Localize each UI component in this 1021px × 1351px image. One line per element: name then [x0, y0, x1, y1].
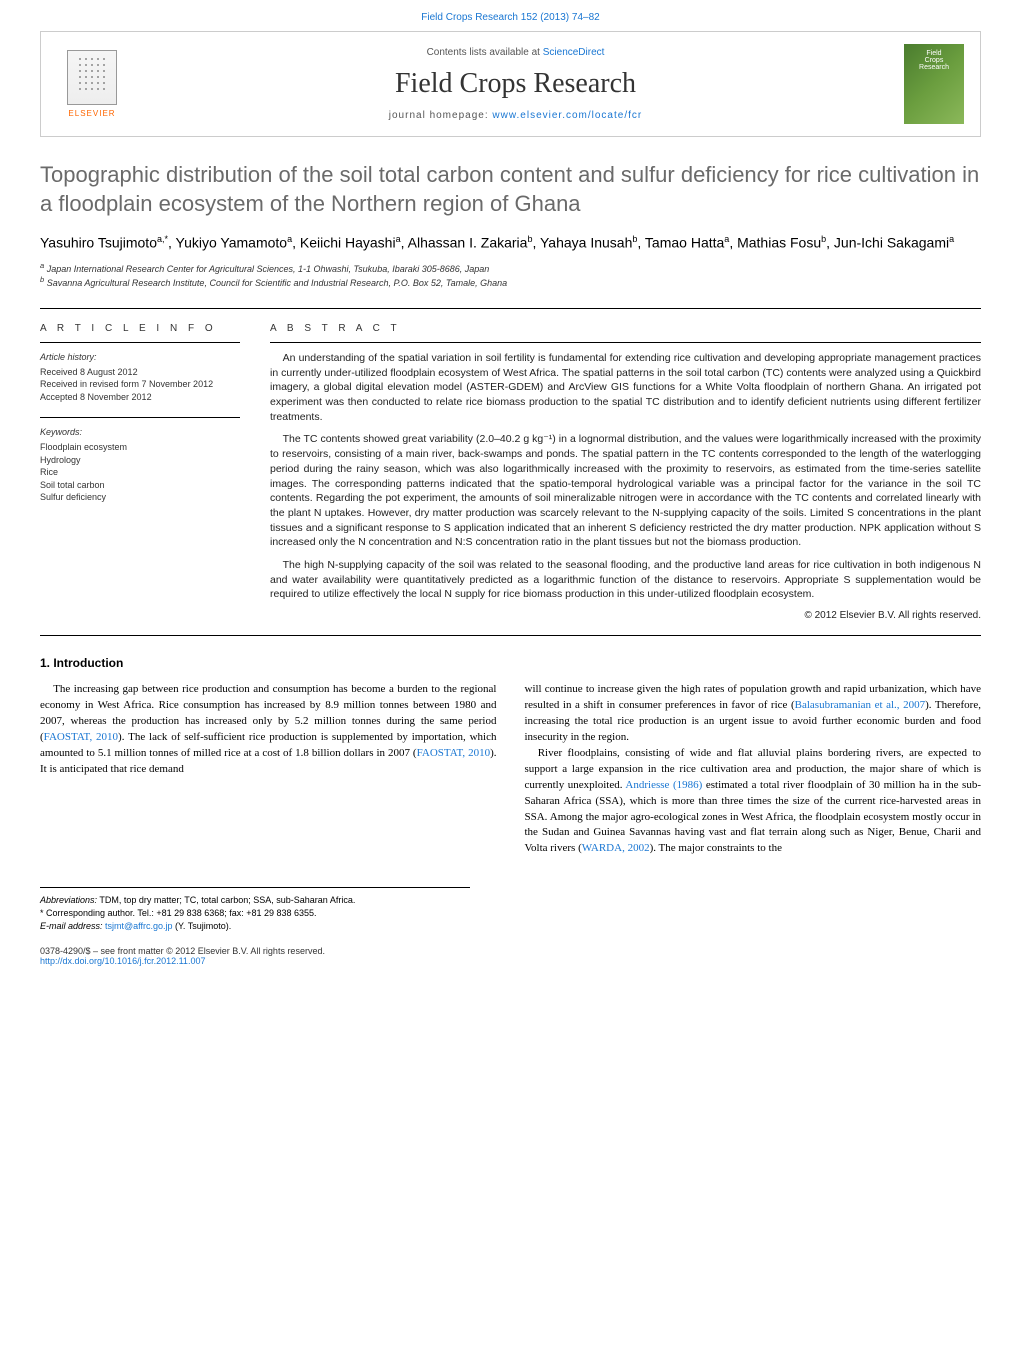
contents-available-line: Contents lists available at ScienceDirec… [127, 47, 904, 58]
body-column-right: will continue to increase given the high… [525, 682, 982, 857]
affiliation-b: b Savanna Agricultural Research Institut… [40, 275, 981, 290]
abstract-paragraph: An understanding of the spatial variatio… [270, 351, 981, 424]
abstract-copyright: © 2012 Elsevier B.V. All rights reserved… [270, 610, 981, 621]
abstract-heading: A B S T R A C T [270, 323, 981, 334]
abstract-column: A B S T R A C T An understanding of the … [270, 323, 981, 621]
elsevier-logo: ELSEVIER [57, 44, 127, 124]
intro-paragraph: The increasing gap between rice producti… [40, 682, 497, 778]
citation-link[interactable]: Balasubramanian et al., 2007 [795, 699, 925, 711]
bottom-meta: 0378-4290/$ – see front matter © 2012 El… [40, 946, 981, 966]
journal-homepage-link[interactable]: www.elsevier.com/locate/fcr [492, 110, 642, 121]
affiliations: a Japan International Research Center fo… [40, 261, 981, 290]
cover-line2: Crops [925, 57, 944, 64]
body-column-left: The increasing gap between rice producti… [40, 682, 497, 857]
abbreviations-line: Abbreviations: TDM, top dry matter; TC, … [40, 894, 470, 907]
history-revised: Received in revised form 7 November 2012 [40, 378, 240, 391]
section-1-heading: 1. Introduction [40, 656, 981, 670]
journal-cover-thumbnail: Field Crops Research [904, 44, 964, 124]
abstract-paragraph: The high N-supplying capacity of the soi… [270, 558, 981, 602]
keywords-block: Keywords: Floodplain ecosystem Hydrology… [40, 426, 240, 504]
corresponding-author-line: * Corresponding author. Tel.: +81 29 838… [40, 907, 470, 920]
history-label: Article history: [40, 351, 240, 364]
citation-link[interactable]: Andriesse (1986) [625, 779, 702, 791]
keyword-item: Hydrology [40, 454, 240, 467]
article-title: Topographic distribution of the soil tot… [40, 161, 981, 218]
journal-title: Field Crops Research [127, 68, 904, 100]
author-list: Yasuhiro Tsujimotoa,*, Yukiyo Yamamotoa,… [40, 234, 981, 251]
abbrev-label: Abbreviations: [40, 895, 97, 905]
citation-link[interactable]: FAOSTAT, 2010 [44, 731, 118, 743]
header-center: Contents lists available at ScienceDirec… [127, 47, 904, 121]
contents-prefix: Contents lists available at [427, 47, 543, 58]
intro-paragraph: will continue to increase given the high… [525, 682, 982, 746]
cover-line3: Research [919, 64, 949, 71]
keywords-label: Keywords: [40, 426, 240, 439]
homepage-prefix: journal homepage: [389, 110, 493, 121]
history-received: Received 8 August 2012 [40, 366, 240, 379]
info-divider-2 [40, 417, 240, 418]
keyword-item: Floodplain ecosystem [40, 441, 240, 454]
keyword-item: Sulfur deficiency [40, 491, 240, 504]
article-info-heading: A R T I C L E I N F O [40, 323, 240, 334]
email-line: E-mail address: tsjmt@affrc.go.jp (Y. Ts… [40, 920, 470, 933]
body-two-columns: The increasing gap between rice producti… [40, 682, 981, 857]
keyword-item: Soil total carbon [40, 479, 240, 492]
info-abstract-row: A R T I C L E I N F O Article history: R… [40, 309, 981, 635]
email-label: E-mail address: [40, 921, 105, 931]
journal-citation-link[interactable]: Field Crops Research 152 (2013) 74–82 [0, 0, 1021, 31]
citation-link[interactable]: FAOSTAT, 2010 [417, 747, 490, 759]
journal-header: ELSEVIER Contents lists available at Sci… [40, 31, 981, 137]
issn-line: 0378-4290/$ – see front matter © 2012 El… [40, 946, 325, 956]
abstract-paragraph: The TC contents showed great variability… [270, 432, 981, 550]
abstract-divider [270, 342, 981, 343]
elsevier-tree-icon [67, 50, 117, 105]
keyword-item: Rice [40, 466, 240, 479]
sciencedirect-link[interactable]: ScienceDirect [543, 47, 605, 58]
divider-bottom [40, 635, 981, 636]
article-history-block: Article history: Received 8 August 2012 … [40, 351, 240, 403]
bottom-left: 0378-4290/$ – see front matter © 2012 El… [40, 946, 325, 966]
history-accepted: Accepted 8 November 2012 [40, 391, 240, 404]
cover-line1: Field [926, 50, 941, 57]
intro-paragraph: River floodplains, consisting of wide an… [525, 746, 982, 858]
info-divider-1 [40, 342, 240, 343]
doi-link[interactable]: http://dx.doi.org/10.1016/j.fcr.2012.11.… [40, 956, 205, 966]
email-link[interactable]: tsjmt@affrc.go.jp [105, 921, 173, 931]
affiliation-a: a Japan International Research Center fo… [40, 261, 981, 276]
article-info-sidebar: A R T I C L E I N F O Article history: R… [40, 323, 240, 621]
journal-homepage-line: journal homepage: www.elsevier.com/locat… [127, 110, 904, 121]
citation-link[interactable]: WARDA, 2002 [582, 842, 650, 854]
footnotes: Abbreviations: TDM, top dry matter; TC, … [40, 887, 470, 932]
elsevier-label: ELSEVIER [68, 109, 115, 118]
